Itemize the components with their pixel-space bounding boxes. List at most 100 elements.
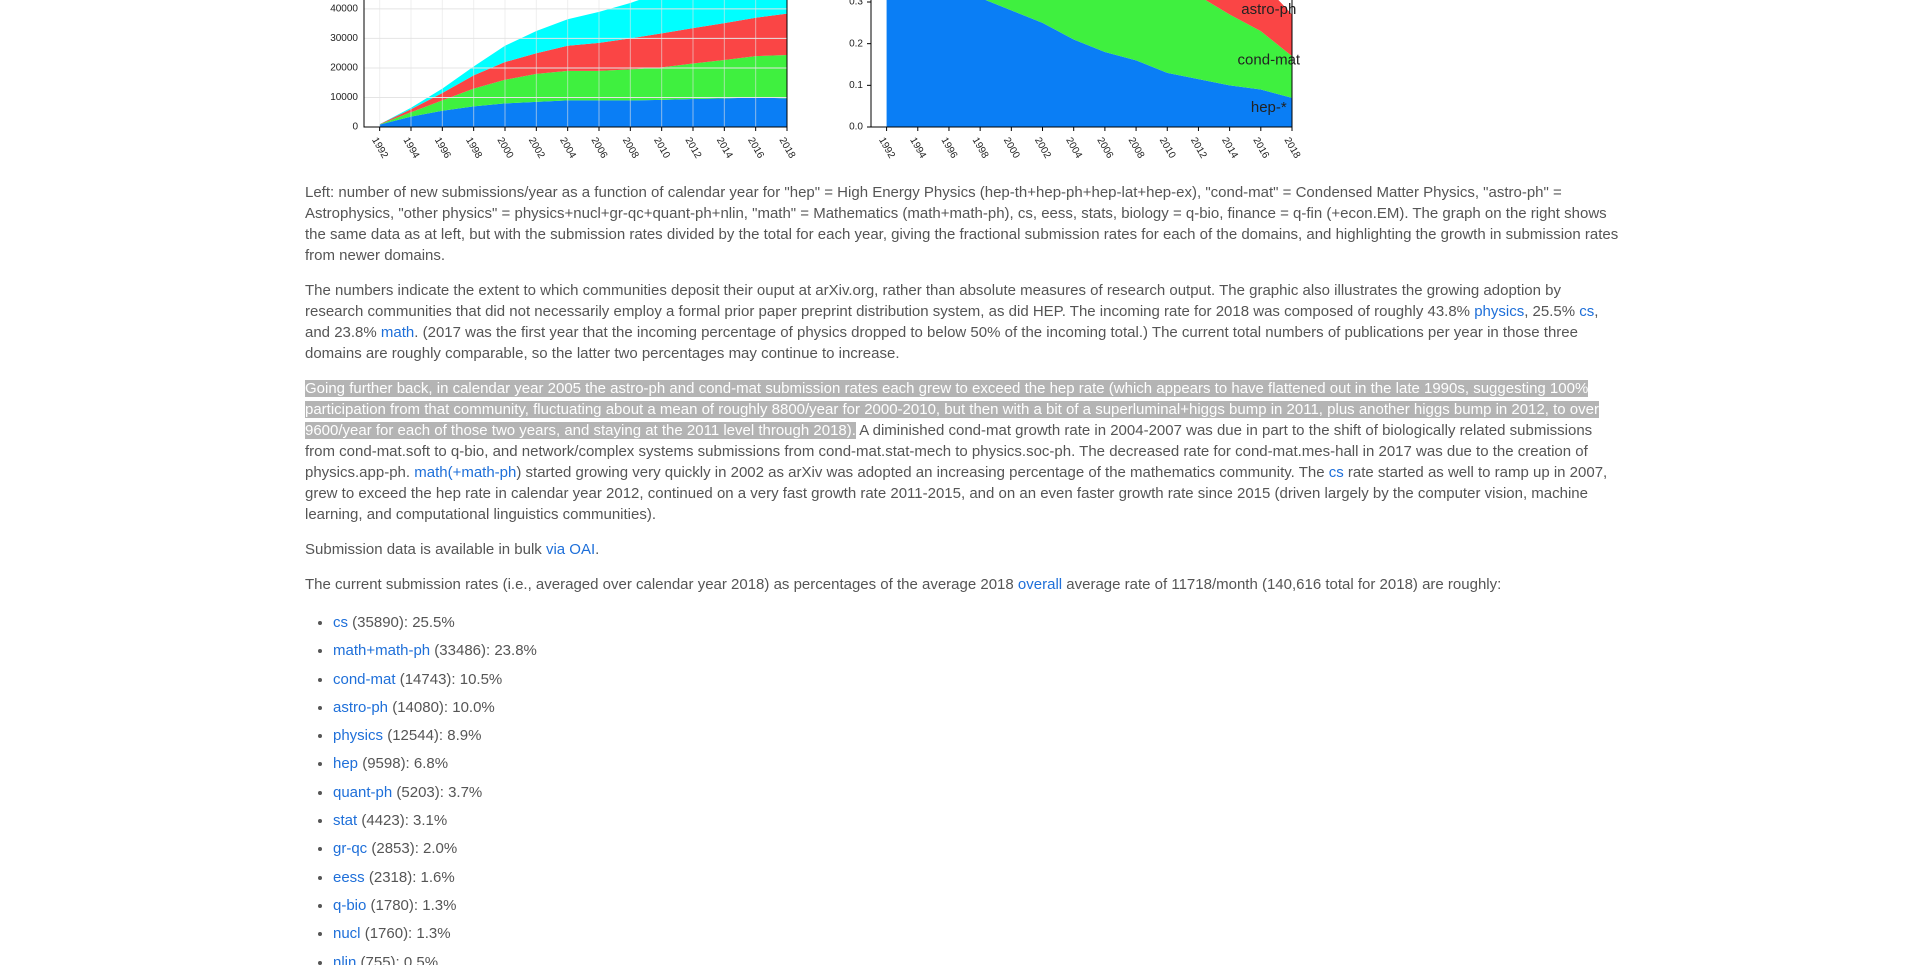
y-tick-label: 30000: [330, 33, 358, 44]
link[interactable]: math: [380, 324, 415, 341]
x-tick-label: 2008: [1126, 136, 1147, 161]
link[interactable]: math(+math-ph: [414, 464, 517, 481]
link[interactable]: cond-mat: [333, 670, 396, 688]
link[interactable]: physics: [333, 727, 384, 745]
x-tick-label: 2010: [651, 136, 672, 161]
content: Left: number of new submissions/year as …: [305, 182, 1623, 965]
list-item: quant-ph (5203): 3.7%: [333, 779, 1623, 807]
link[interactable]: quant-ph: [333, 783, 393, 801]
link[interactable]: stat: [333, 812, 358, 830]
paragraph: Submission data is available in bulk via…: [305, 539, 1623, 560]
x-tick-label: 1996: [432, 136, 453, 161]
area: [379, 54, 787, 125]
text: (5203): 3.7%: [392, 783, 483, 801]
text: The numbers indicate the extent to which…: [305, 282, 1561, 320]
x-tick-label: 2006: [1094, 136, 1115, 161]
x-tick-label: 2002: [1032, 136, 1053, 161]
link[interactable]: nlin: [333, 953, 357, 965]
paragraph: The numbers indicate the extent to which…: [305, 280, 1623, 364]
link[interactable]: cs: [1328, 464, 1344, 481]
link[interactable]: nucl: [333, 925, 361, 943]
link[interactable]: gr-qc: [333, 840, 368, 858]
x-tick-label: 2018: [1282, 136, 1303, 161]
link[interactable]: via OAI: [545, 541, 596, 558]
paragraph: The current submission rates (i.e., aver…: [305, 574, 1623, 595]
x-tick-label: 2010: [1157, 136, 1178, 161]
x-tick-label: 2004: [1063, 136, 1084, 161]
link[interactable]: overall: [1017, 576, 1063, 593]
x-tick-label: 2012: [683, 136, 704, 161]
text: The current submission rates (i.e., aver…: [305, 576, 1018, 593]
link[interactable]: cs: [1579, 303, 1595, 320]
link[interactable]: physics: [1474, 303, 1525, 320]
list-item: cond-mat (14743): 10.5%: [333, 666, 1623, 694]
series-label: cond-mat: [1238, 51, 1301, 68]
text: (14080): 10.0%: [388, 698, 495, 716]
y-tick-label: 0.1: [849, 80, 863, 91]
list-item: nlin (755): 0.5%: [333, 949, 1623, 965]
text: (35890): 25.5%: [348, 614, 455, 631]
list-item: astro-ph (14080): 10.0%: [333, 694, 1623, 722]
link[interactable]: q-bio: [333, 896, 367, 914]
link[interactable]: eess: [333, 868, 365, 886]
paragraph: Going further back, in calendar year 200…: [305, 378, 1623, 525]
x-tick-label: 2000: [1001, 136, 1022, 161]
text: Submission data is available in bulk: [305, 541, 546, 558]
y-tick-label: 0.3: [849, 0, 863, 8]
list-item: eess (2318): 1.6%: [333, 864, 1623, 892]
text: (33486): 23.8%: [430, 642, 537, 660]
x-tick-label: 2006: [589, 136, 610, 161]
plot-area: [379, 0, 787, 127]
axis-frame: [363, 0, 788, 128]
list-item: physics (12544): 8.9%: [333, 722, 1623, 750]
y-tick-label: 0.2: [849, 38, 863, 49]
y-tick-label: 10000: [330, 92, 358, 103]
area: [1205, 0, 1292, 57]
x-tick-label: 2014: [1219, 136, 1240, 161]
x-tick-label: 2018: [777, 136, 798, 161]
text: (4423): 3.1%: [357, 812, 448, 830]
text: (9598): 6.8%: [358, 755, 449, 773]
text: . (2017 was the first year that the inco…: [305, 324, 1578, 362]
area: [886, 0, 1292, 127]
x-tick-label: 2012: [1188, 136, 1209, 161]
text: rate started as well to ramp up in 2007,…: [305, 464, 1608, 523]
area: [379, 97, 787, 127]
text: .: [595, 541, 600, 558]
area: [379, 13, 787, 125]
y-tick-label: 40000: [330, 4, 358, 15]
list-item: cs (35890): 25.5%: [333, 609, 1623, 637]
list-item: nucl (1760): 1.3%: [333, 920, 1623, 948]
y-tick-label: 0.0: [849, 122, 863, 133]
link[interactable]: cs: [333, 614, 348, 631]
text: average rate of 11718/month (140,616 tot…: [1062, 576, 1502, 593]
x-tick-label: 1998: [463, 136, 484, 161]
text: (1760): 1.3%: [360, 925, 451, 943]
x-tick-label: 2014: [714, 136, 735, 161]
list-item: gr-qc (2853): 2.0%: [333, 835, 1623, 863]
x-tick-label: 1994: [907, 136, 928, 161]
text: (12544): 8.9%: [383, 727, 482, 745]
link[interactable]: math+math-ph: [333, 642, 431, 660]
area: [379, 0, 787, 125]
text: (1780): 1.3%: [366, 896, 457, 914]
text: ) started growing very quickly in 2002 a…: [516, 464, 1329, 481]
series-label: hep-*: [1251, 99, 1287, 116]
text: A diminished cond-mat growth rate in 200…: [305, 422, 1593, 481]
link[interactable]: hep: [333, 755, 359, 773]
text: (2318): 1.6%: [364, 868, 455, 886]
x-tick-label: 1998: [970, 136, 991, 161]
y-tick-label: 0: [352, 122, 358, 133]
plot-area: [886, 0, 1292, 127]
link[interactable]: astro-ph: [333, 698, 389, 716]
list-item: stat (4423): 3.1%: [333, 807, 1623, 835]
x-tick-label: 2016: [1250, 136, 1271, 161]
list-item: q-bio (1780): 1.3%: [333, 892, 1623, 920]
chart: hep-* cond-mat astro-ph 0.0 0.1 0.2 0.3 1992 199…: [849, 0, 1302, 161]
x-tick-label: 2000: [495, 136, 516, 161]
chart: 0 10000 20000 30000 40000 1992 1994 1996 1998 200…: [330, 0, 797, 161]
y-tick-label: 20000: [330, 63, 358, 74]
rate-list: cs (35890): 25.5% math+math-ph (33486): 2…: [305, 609, 1623, 965]
text: , 25.5%: [1524, 303, 1580, 320]
series-label: astro-ph: [1241, 1, 1296, 18]
